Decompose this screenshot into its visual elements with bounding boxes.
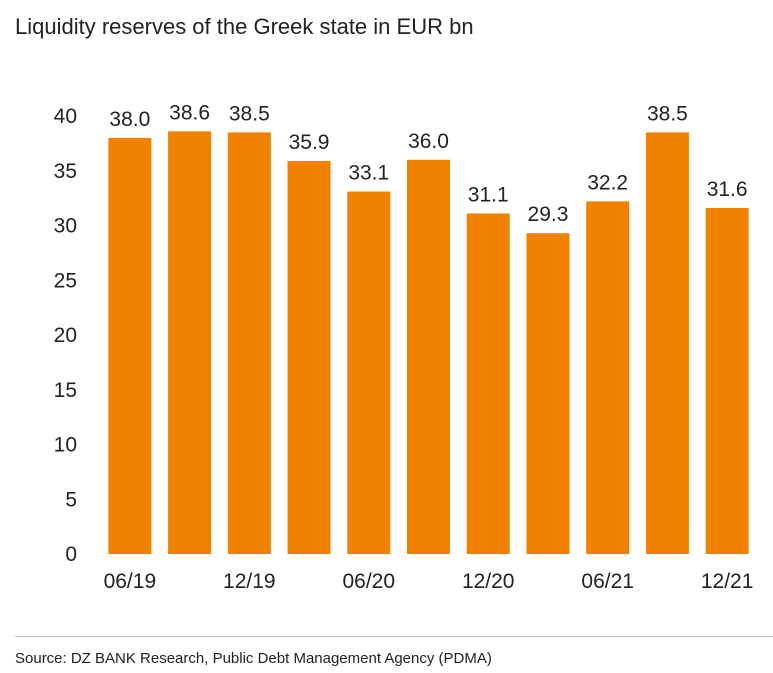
x-tick-label: 12/20 — [462, 570, 515, 593]
data-label: 29.3 — [528, 203, 569, 226]
data-label: 36.0 — [408, 130, 449, 153]
x-tick-label: 12/19 — [223, 570, 276, 593]
bar — [287, 160, 331, 554]
y-tick-label: 20 — [54, 324, 77, 347]
data-label: 31.1 — [468, 183, 509, 206]
y-tick-label: 5 — [65, 488, 77, 511]
y-tick-label: 30 — [54, 215, 77, 238]
divider — [15, 636, 773, 637]
y-tick-label: 0 — [65, 543, 77, 566]
bar — [227, 132, 271, 555]
bar — [407, 159, 450, 555]
bar — [586, 201, 630, 554]
bar — [705, 207, 749, 555]
bar-chart: 0 5 10 15 20 25 30 35 40 38.0 06/19 38.6 38.5 12/19 35… — [54, 101, 754, 593]
data-label: 38.0 — [109, 108, 150, 131]
data-label: 33.1 — [348, 162, 389, 185]
y-tick-label: 25 — [54, 269, 77, 292]
bar — [466, 213, 510, 554]
chart-title: Liquidity reserves of the Greek state in… — [15, 14, 474, 39]
data-label: 32.2 — [587, 171, 628, 194]
bar — [347, 191, 391, 554]
bar — [645, 132, 689, 555]
y-tick-label: 35 — [54, 160, 77, 183]
x-tick-label: 06/20 — [342, 570, 395, 593]
source-note: Source: DZ BANK Research, Public Debt Ma… — [15, 650, 492, 667]
y-tick-label: 10 — [54, 434, 77, 457]
x-tick-label: 06/19 — [104, 570, 157, 593]
x-tick-label: 06/21 — [581, 570, 634, 593]
data-label: 35.9 — [289, 131, 330, 154]
x-tick-label: 12/21 — [701, 570, 754, 593]
data-label: 38.5 — [229, 102, 270, 125]
y-tick-label: 40 — [54, 105, 77, 128]
bar — [526, 233, 570, 555]
bar — [108, 137, 152, 554]
data-label: 38.6 — [169, 101, 210, 124]
y-tick-label: 15 — [54, 379, 77, 402]
bar — [168, 131, 212, 554]
data-label: 31.6 — [707, 178, 748, 201]
data-label: 38.5 — [647, 102, 688, 125]
